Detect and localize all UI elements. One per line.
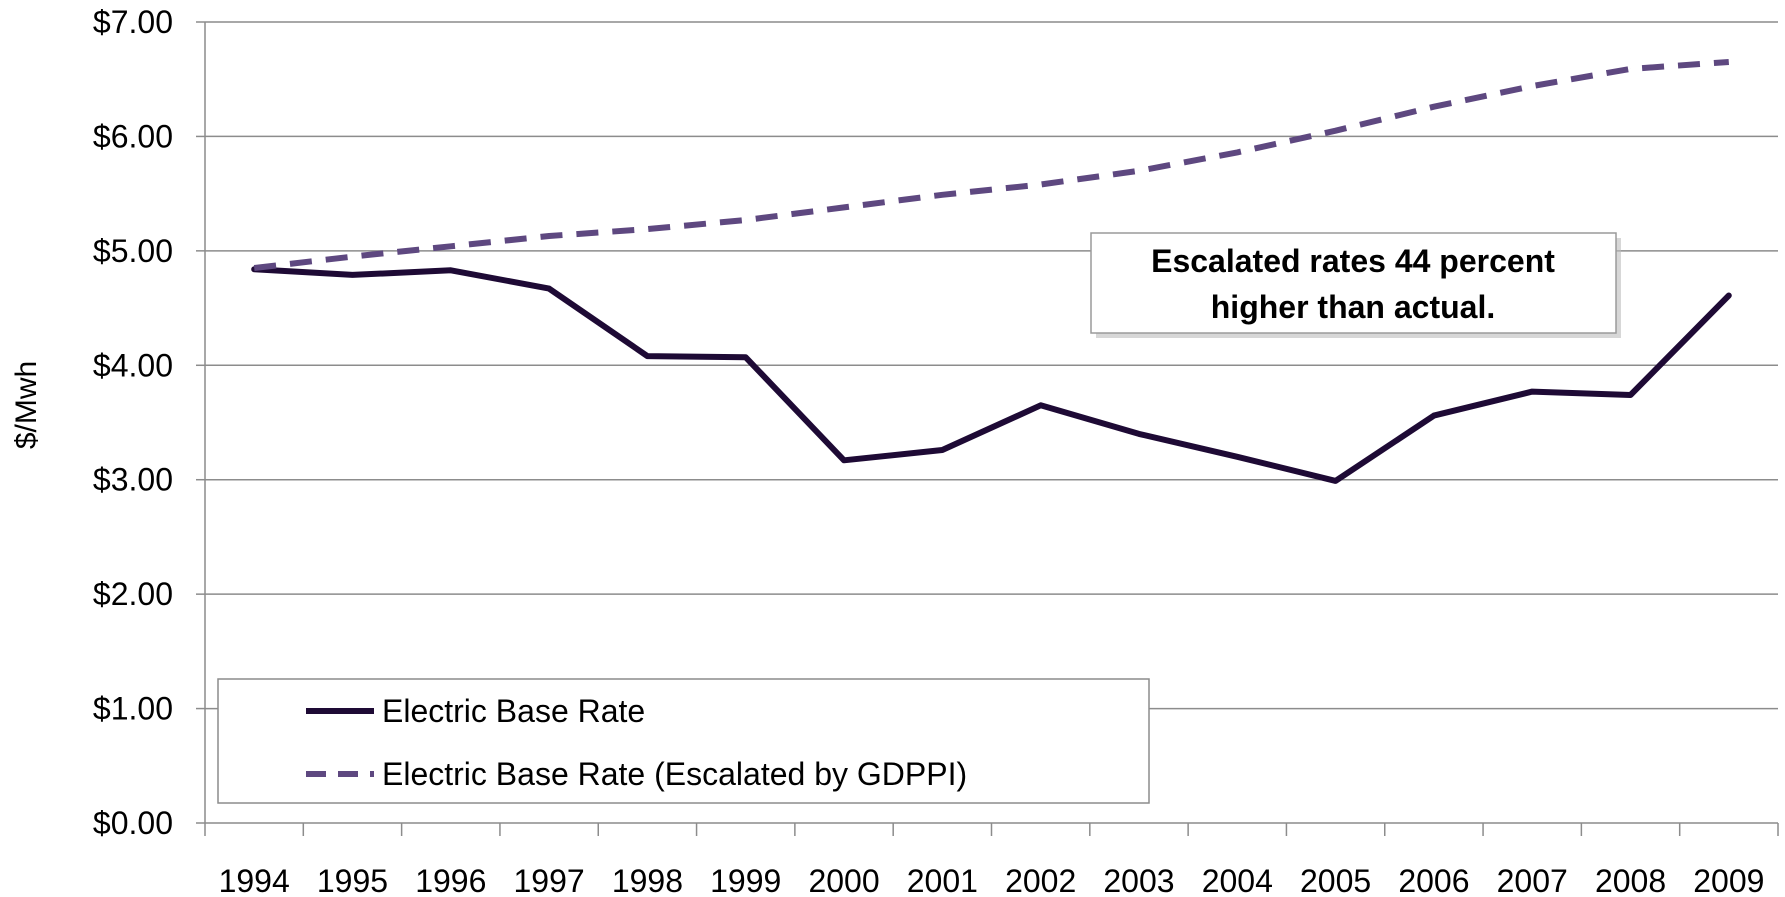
x-tick-label: 2003: [1103, 863, 1174, 897]
y-axis-tick-labels: $0.00 $1.00 $2.00 $3.00 $4.00 $5.00 $6.00 $7.00: [93, 4, 173, 841]
x-axis-tick-labels: 1994 1995 1996 1997 1998 1999 2000 2001 2002 2003…: [219, 863, 1765, 897]
gridlines: [205, 21, 1778, 710]
legend-label-electric-base-rate: Electric Base Rate: [382, 693, 645, 729]
y-tick-label: $7.00: [93, 4, 173, 40]
y-tick-label: $0.00: [93, 805, 173, 841]
x-tick-label: 1999: [710, 863, 781, 897]
x-tick-label: 1996: [415, 863, 486, 897]
x-tick-label: 2007: [1497, 863, 1568, 897]
series-line-electric-base-rate: [251, 266, 1732, 484]
y-axis-title: $/Mwh: [10, 361, 43, 449]
legend-box: [217, 678, 1150, 804]
y-tick-label: $4.00: [93, 347, 173, 383]
x-tick-label: 2002: [1005, 863, 1076, 897]
x-tick-label: 2009: [1693, 863, 1764, 897]
x-tick-label: 1994: [219, 863, 290, 897]
annotation-box: [1090, 232, 1617, 334]
x-tick-label: 2005: [1300, 863, 1371, 897]
annotation-callout: Escalated rates 44 percent higher than a…: [1090, 232, 1621, 338]
x-tick-label: 2008: [1595, 863, 1666, 897]
x-tick-label: 1995: [317, 863, 388, 897]
series-lines: [251, 59, 1732, 484]
x-tick-label: 2004: [1202, 863, 1273, 897]
y-tick-label: $6.00: [93, 118, 173, 154]
legend-label-escalated: Electric Base Rate (Escalated by GDPPI): [382, 756, 967, 792]
x-tick-label: 1997: [514, 863, 585, 897]
x-tick-label: 2001: [907, 863, 978, 897]
series-line-escalated-by-gdppi: [253, 59, 1730, 271]
annotation-line-1: Escalated rates 44 percent: [1151, 243, 1555, 279]
legend: Electric Base Rate Electric Base Rate (E…: [217, 678, 1150, 804]
y-tick-label: $1.00: [93, 691, 173, 727]
y-tick-label: $3.00: [93, 462, 173, 498]
x-tick-label: 1998: [612, 863, 683, 897]
annotation-line-2: higher than actual.: [1211, 289, 1495, 325]
y-tick-label: $2.00: [93, 576, 173, 612]
x-tick-label: 2000: [808, 863, 879, 897]
y-tick-label: $5.00: [93, 233, 173, 269]
x-tick-label: 2006: [1398, 863, 1469, 897]
axes: [196, 21, 1779, 836]
